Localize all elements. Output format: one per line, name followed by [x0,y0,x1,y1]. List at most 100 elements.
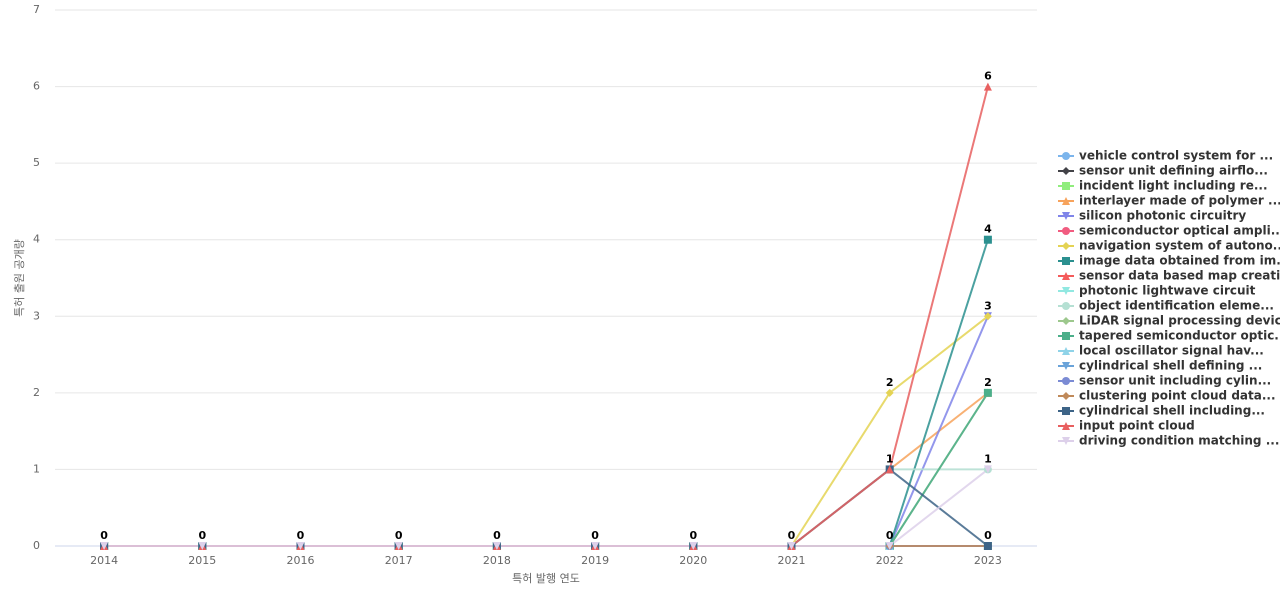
legend-item[interactable]: sensor unit including cylin... [1058,374,1271,388]
marker [1062,152,1070,160]
marker [983,388,992,397]
legend-item[interactable]: silicon photonic circuitry [1058,209,1246,223]
y-tick-label: 0 [33,539,40,552]
marker [885,465,894,474]
marker [1062,317,1070,325]
marker [1062,392,1070,400]
marker [296,542,305,550]
marker [1062,242,1070,250]
legend-item[interactable]: photonic lightwave circuit [1058,284,1256,298]
data-label: 0 [886,529,894,542]
legend-item[interactable]: input point cloud [1058,419,1195,433]
legend-item[interactable]: tapered semiconductor optic... [1058,329,1280,343]
marker [100,542,109,550]
legend-item[interactable]: cylindrical shell including... [1058,404,1265,418]
y-tick-label: 7 [33,3,40,16]
marker [492,542,501,550]
legend-label: navigation system of autono... [1079,239,1280,253]
marker [787,542,796,550]
y-tick-label: 3 [33,309,40,322]
legend-label: interlayer made of polymer ... [1079,194,1280,208]
data-label: 1 [886,452,894,465]
marker [1062,347,1070,355]
legend-item[interactable]: sensor unit defining airflo... [1058,164,1268,178]
marker [1062,272,1070,280]
legend-item[interactable]: driving condition matching ... [1058,434,1279,448]
data-label: 3 [984,299,992,312]
series-line [104,315,989,547]
data-label: 0 [100,529,108,542]
y-tick-label: 5 [33,156,40,169]
y-tick-label: 2 [33,386,40,399]
x-tick-label: 2014 [90,554,118,567]
legend-label: sensor unit including cylin... [1079,374,1271,388]
data-label: 0 [788,529,796,542]
legend-label: silicon photonic circuitry [1079,209,1246,223]
y-axis-label: 특허 출원 공개량 [13,239,26,317]
legend-item[interactable]: sensor data based map creation [1058,269,1280,283]
legend-label: object identification eleme... [1079,299,1274,313]
marker [885,388,894,397]
marker [1062,407,1070,415]
legend-item[interactable]: incident light including re... [1058,179,1268,193]
data-label: 0 [198,529,206,542]
marker [1062,362,1070,370]
marker [1062,422,1070,430]
legend-label: cylindrical shell defining ... [1079,359,1262,373]
y-tick-label: 6 [33,80,40,93]
marker [983,235,992,244]
marker [983,312,992,321]
x-axis-label: 특허 발행 연도 [512,572,580,585]
legend-item[interactable]: semiconductor optical ampli... [1058,224,1280,238]
series-line [104,468,988,547]
series-line [104,315,989,547]
marker [1062,197,1070,205]
data-label: 2 [886,376,894,389]
x-tick-label: 2020 [679,554,707,567]
legend-label: cylindrical shell including... [1079,404,1265,418]
data-label: 0 [689,529,697,542]
legend-label: semiconductor optical ampli... [1079,224,1280,238]
x-tick-label: 2021 [778,554,806,567]
marker [1062,377,1070,385]
data-label: 0 [591,529,599,542]
legend-item[interactable]: interlayer made of polymer ... [1058,194,1280,208]
legend-item[interactable]: clustering point cloud data... [1058,389,1276,403]
legend-label: sensor data based map creation [1079,269,1280,283]
legend-label: driving condition matching ... [1079,434,1279,448]
marker [1062,212,1070,220]
marker [1062,182,1070,190]
marker [983,542,992,550]
x-tick-label: 2022 [876,554,904,567]
legend-item[interactable]: image data obtained from im... [1058,254,1280,268]
legend-label: local oscillator signal hav... [1079,344,1264,358]
legend-item[interactable]: vehicle control system for ... [1058,149,1273,163]
legend-label: incident light including re... [1079,179,1268,193]
legend-item[interactable]: cylindrical shell defining ... [1058,359,1262,373]
data-label: 1 [984,452,992,465]
data-label: 6 [984,70,992,83]
legend-item[interactable]: object identification eleme... [1058,299,1274,313]
marker [689,542,698,550]
marker [591,542,600,550]
marker [1062,167,1070,175]
legend-item[interactable]: navigation system of autono... [1058,239,1280,253]
marker [1062,227,1070,235]
legend-label: photonic lightwave circuit [1079,284,1256,298]
marker [1062,302,1070,310]
data-label: 4 [984,223,992,236]
data-label: 0 [297,529,305,542]
marker [983,82,992,91]
y-tick-label: 4 [33,233,40,246]
legend-item[interactable]: LiDAR signal processing device [1058,314,1280,328]
marker [1062,257,1070,265]
legend-label: image data obtained from im... [1079,254,1280,268]
marker [1062,437,1070,445]
marker [1062,332,1070,340]
x-tick-label: 2015 [188,554,216,567]
x-tick-label: 2018 [483,554,511,567]
legend-label: vehicle control system for ... [1079,149,1273,163]
marker [885,542,894,550]
legend-item[interactable]: local oscillator signal hav... [1058,344,1264,358]
